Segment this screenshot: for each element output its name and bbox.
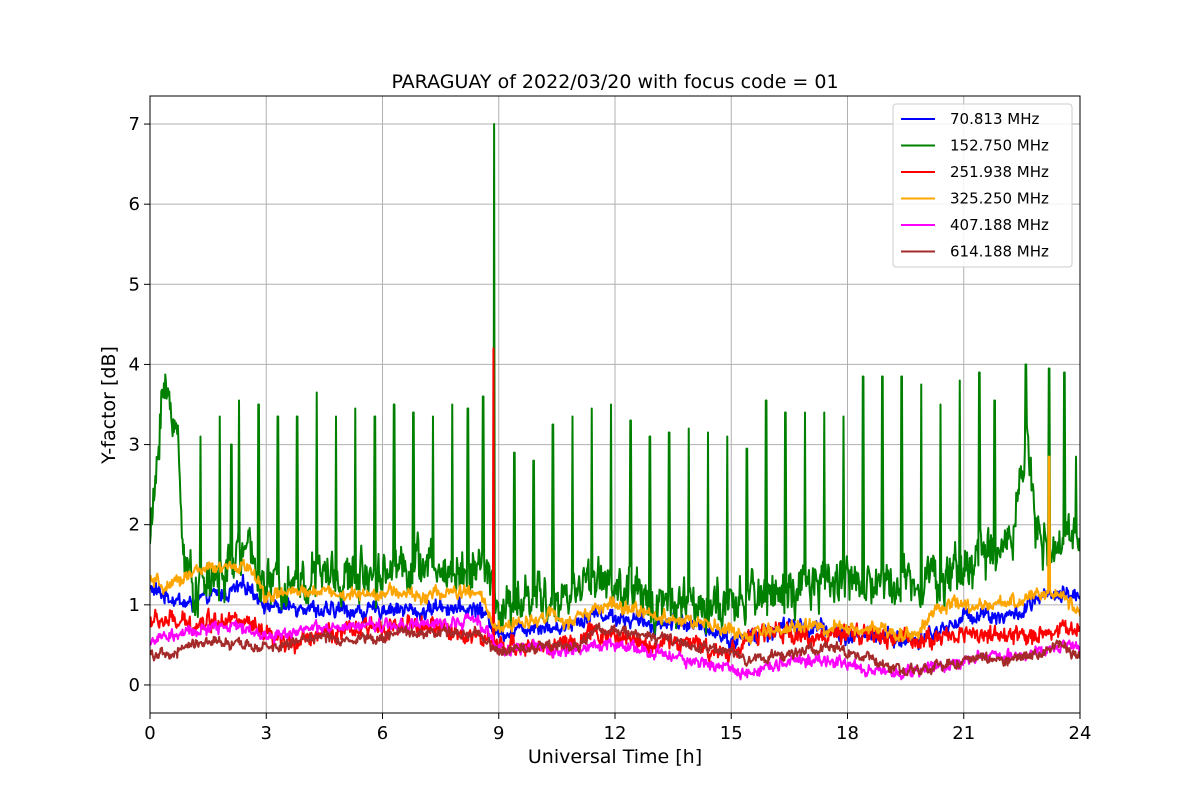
plot-area: [150, 123, 1080, 681]
x-tick-label: 21: [952, 723, 975, 744]
x-tick-label: 3: [261, 723, 272, 744]
x-tick-label: 24: [1069, 723, 1092, 744]
x-axis-label: Universal Time [h]: [528, 746, 702, 768]
x-tick-label: 18: [836, 723, 859, 744]
y-tick-label: 3: [129, 435, 140, 456]
y-tick-label: 6: [129, 194, 140, 215]
legend-label: 70.813 MHz: [950, 110, 1039, 128]
legend-box: [892, 103, 1073, 268]
y-tick-label: 0: [129, 675, 140, 696]
legend-label: 407.188 MHz: [950, 216, 1049, 234]
legend-label: 251.938 MHz: [950, 163, 1049, 181]
y-tick-label: 7: [129, 114, 140, 135]
x-tick-label: 12: [604, 723, 627, 744]
series-line: [150, 455, 1080, 645]
chart-title: PARAGUAY of 2022/03/20 with focus code =…: [391, 71, 838, 93]
y-axis: 0 1 2 3 4 5 6 7: [129, 114, 150, 696]
x-tick-label: 0: [144, 723, 155, 744]
legend: 70.813 MHz 152.750 MHz 251.938 MHz 325.250 …: [892, 103, 1073, 268]
series-line: [150, 573, 1080, 651]
x-tick-label: 9: [493, 723, 504, 744]
x-tick-label: 6: [377, 723, 388, 744]
y-axis-label: Y-factor [dB]: [98, 346, 120, 465]
series-line: [150, 612, 1080, 681]
x-tick-label: 15: [720, 723, 743, 744]
legend-label: 614.188 MHz: [950, 243, 1049, 261]
y-tick-label: 4: [129, 354, 140, 375]
y-tick-label: 1: [129, 595, 140, 616]
y-tick-label: 5: [129, 274, 140, 295]
legend-label: 325.250 MHz: [950, 190, 1049, 208]
y-tick-label: 2: [129, 515, 140, 536]
series-line: [150, 622, 1080, 677]
x-axis: 0 3 6 9 12 15 18 21 24: [144, 713, 1091, 744]
legend-label: 152.750 MHz: [950, 137, 1049, 155]
